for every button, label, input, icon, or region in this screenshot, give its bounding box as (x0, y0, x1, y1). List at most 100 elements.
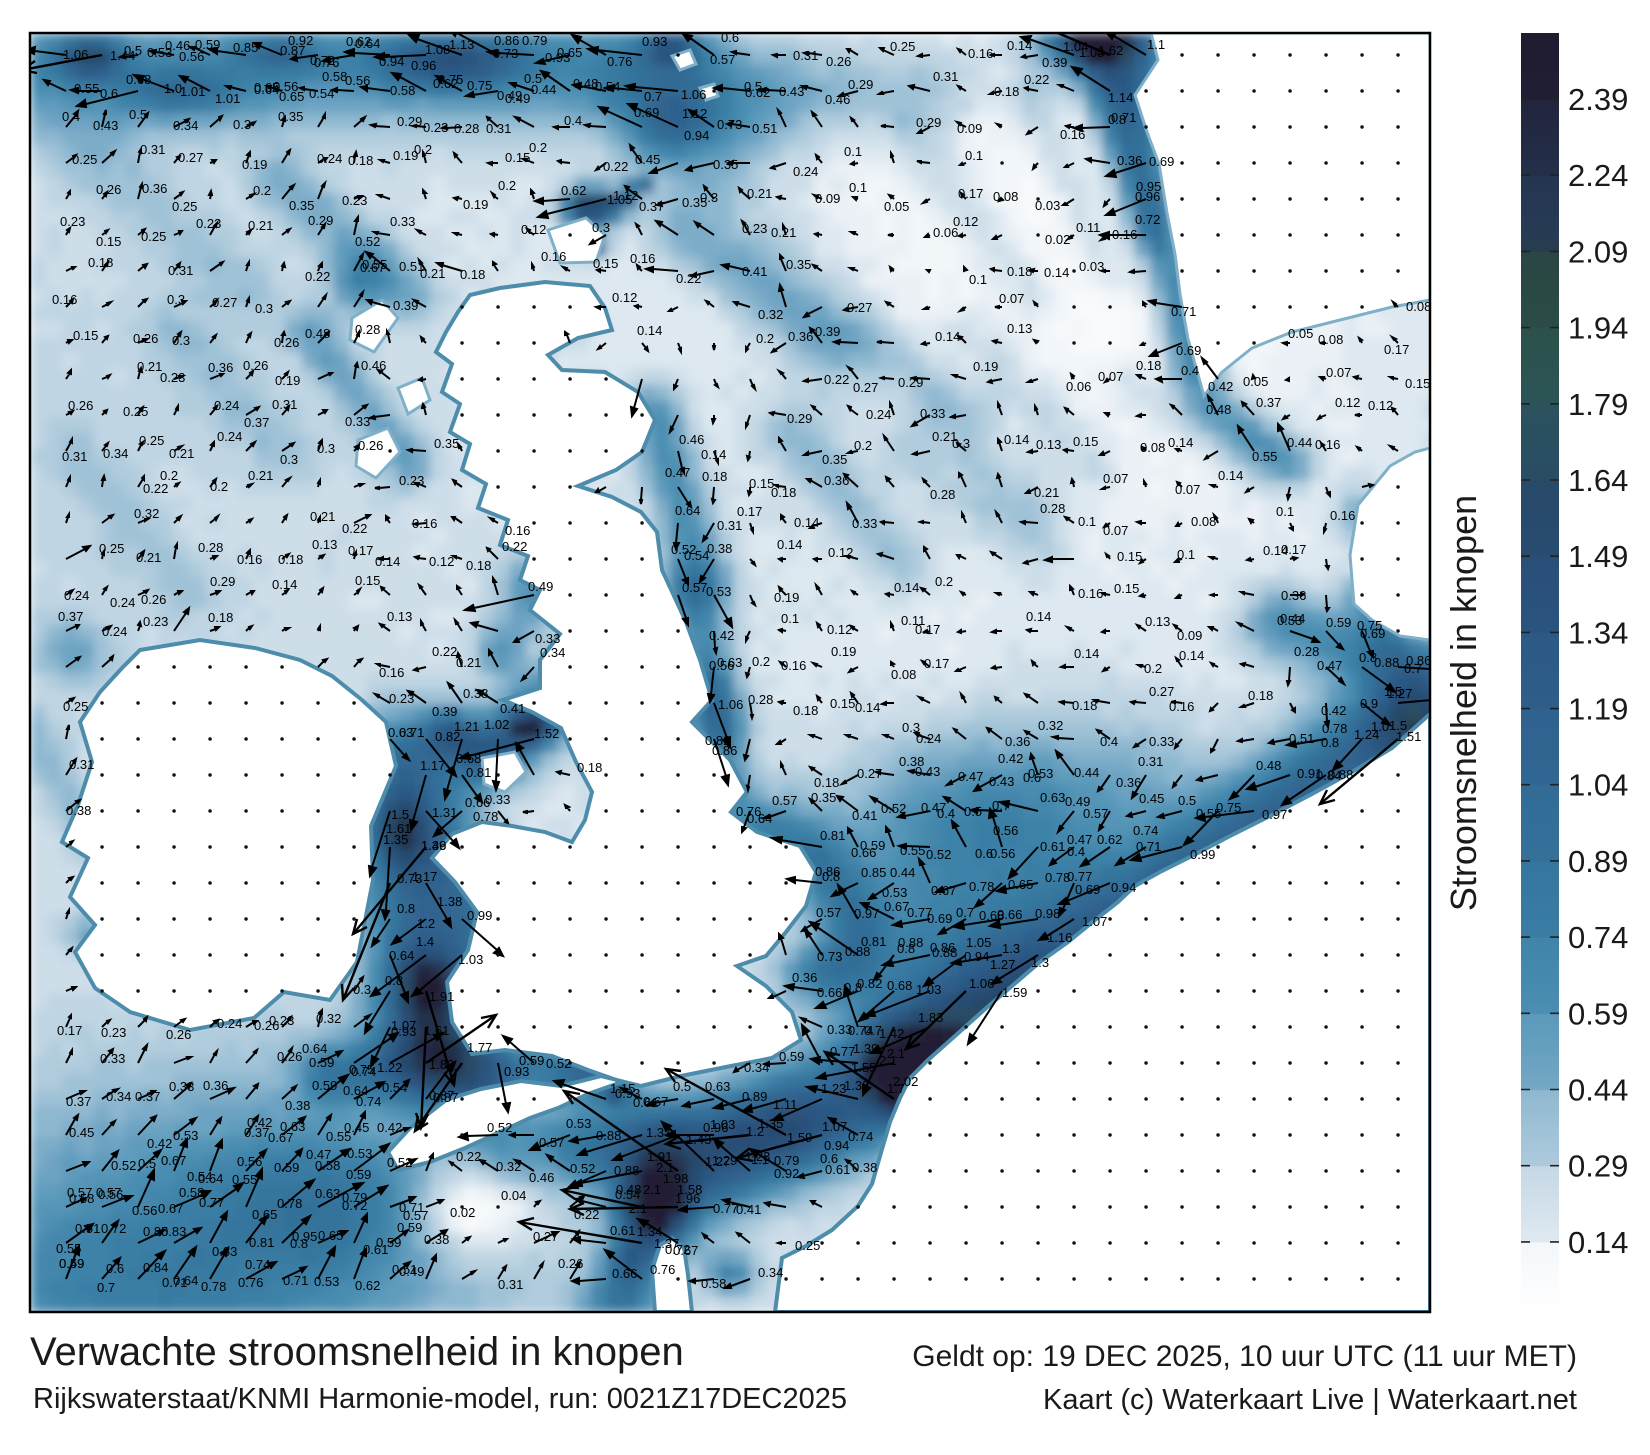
svg-text:0.67: 0.67 (158, 1201, 183, 1216)
svg-text:0.66: 0.66 (851, 845, 876, 860)
svg-text:0.5: 0.5 (138, 1156, 156, 1171)
svg-text:0.62: 0.62 (745, 85, 770, 100)
svg-text:0.22: 0.22 (305, 269, 330, 284)
svg-text:0.16: 0.16 (1060, 127, 1085, 142)
svg-text:0.19: 0.19 (774, 590, 799, 605)
svg-text:0.15: 0.15 (1114, 581, 1139, 596)
svg-text:0.49: 0.49 (528, 579, 553, 594)
svg-text:0.24: 0.24 (217, 1016, 242, 1031)
svg-text:0.04: 0.04 (501, 1188, 526, 1203)
svg-text:0.6: 0.6 (100, 86, 118, 101)
svg-text:0.5: 0.5 (129, 107, 147, 122)
svg-text:0.85: 0.85 (233, 40, 258, 55)
svg-text:1.36: 1.36 (421, 838, 446, 853)
svg-text:0.59: 0.59 (860, 838, 885, 853)
svg-text:0.15: 0.15 (1405, 376, 1430, 391)
svg-text:1.91: 1.91 (429, 989, 454, 1004)
svg-text:0.99: 0.99 (467, 908, 492, 923)
svg-text:0.33: 0.33 (100, 1051, 125, 1066)
svg-text:0.36: 0.36 (1117, 153, 1142, 168)
svg-text:0.54: 0.54 (309, 86, 334, 101)
svg-text:0.3: 0.3 (172, 333, 190, 348)
svg-text:0.37: 0.37 (135, 1089, 160, 1104)
svg-text:0.36: 0.36 (1005, 734, 1030, 749)
svg-text:0.64: 0.64 (675, 503, 700, 518)
svg-text:0.64: 0.64 (747, 811, 772, 826)
svg-text:0.7: 0.7 (992, 798, 1010, 813)
svg-text:0.33: 0.33 (390, 214, 415, 229)
svg-text:0.44: 0.44 (1074, 765, 1099, 780)
svg-text:0.8: 0.8 (397, 901, 415, 916)
svg-text:0.18: 0.18 (994, 84, 1019, 99)
svg-text:0.35: 0.35 (682, 195, 707, 210)
svg-text:1.2: 1.2 (417, 916, 435, 931)
svg-text:0.65: 0.65 (254, 80, 279, 95)
svg-text:0.28: 0.28 (930, 487, 955, 502)
svg-text:0.57: 0.57 (96, 1185, 121, 1200)
svg-text:0.7: 0.7 (97, 1280, 115, 1295)
svg-text:0.22: 0.22 (1024, 72, 1049, 87)
svg-text:1.64: 1.64 (1568, 463, 1628, 498)
svg-text:0.29: 0.29 (787, 411, 812, 426)
svg-text:0.8: 0.8 (290, 1236, 308, 1251)
svg-text:0.59: 0.59 (312, 1078, 337, 1093)
svg-text:0.15: 0.15 (830, 696, 855, 711)
svg-text:1.4: 1.4 (416, 934, 434, 949)
svg-text:0.13: 0.13 (1145, 614, 1170, 629)
svg-text:0.46: 0.46 (825, 92, 850, 107)
svg-text:0.38: 0.38 (66, 803, 91, 818)
svg-text:0.16: 0.16 (781, 658, 806, 673)
svg-text:0.21: 0.21 (456, 655, 481, 670)
svg-text:1.5: 1.5 (391, 807, 409, 822)
svg-text:1.19: 1.19 (1568, 692, 1628, 727)
svg-text:0.13: 0.13 (387, 609, 412, 624)
svg-text:1.08: 1.08 (425, 42, 450, 57)
svg-text:0.18: 0.18 (460, 267, 485, 282)
svg-text:0.25: 0.25 (72, 152, 97, 167)
svg-text:1.61: 1.61 (386, 821, 411, 836)
svg-text:0.13: 0.13 (1036, 437, 1061, 452)
svg-text:0.76: 0.76 (607, 54, 632, 69)
svg-text:1.96: 1.96 (675, 1191, 700, 1206)
svg-text:1.37: 1.37 (646, 1125, 671, 1140)
svg-text:1.1: 1.1 (751, 1152, 769, 1167)
svg-text:1.23: 1.23 (745, 1149, 770, 1164)
svg-text:0.62: 0.62 (561, 183, 586, 198)
svg-text:0.18: 0.18 (1072, 698, 1097, 713)
svg-text:1.35: 1.35 (758, 1116, 783, 1131)
svg-text:0.55: 0.55 (74, 81, 99, 96)
svg-text:1.61: 1.61 (424, 1023, 449, 1038)
svg-text:0.17: 0.17 (737, 504, 762, 519)
svg-text:0.35: 0.35 (278, 109, 303, 124)
svg-text:1.49: 1.49 (421, 838, 446, 853)
svg-text:0.16: 0.16 (412, 516, 437, 531)
svg-text:0.36: 0.36 (1281, 588, 1306, 603)
svg-text:0.54: 0.54 (595, 79, 620, 94)
svg-text:0.47: 0.47 (958, 769, 983, 784)
svg-text:0.55: 0.55 (362, 257, 387, 272)
svg-text:0.33: 0.33 (827, 1022, 852, 1037)
svg-text:0.36: 0.36 (788, 329, 813, 344)
svg-text:0.5: 0.5 (124, 43, 142, 58)
svg-text:0.58: 0.58 (315, 1158, 340, 1173)
svg-text:0.61: 0.61 (633, 1095, 658, 1110)
svg-text:0.53: 0.53 (147, 45, 172, 60)
svg-text:0.89: 0.89 (742, 1089, 767, 1104)
svg-text:0.94: 0.94 (964, 949, 989, 964)
svg-text:1.55: 1.55 (851, 1060, 876, 1075)
svg-text:0.08: 0.08 (993, 189, 1018, 204)
svg-text:0.4: 0.4 (1181, 363, 1199, 378)
svg-text:0.69: 0.69 (1176, 343, 1201, 358)
svg-text:0.12: 0.12 (521, 222, 546, 237)
svg-text:0.14: 0.14 (1074, 646, 1099, 661)
svg-text:0.92: 0.92 (774, 1166, 799, 1181)
svg-text:1.02: 1.02 (484, 717, 509, 732)
svg-text:0.34: 0.34 (540, 645, 565, 660)
svg-text:0.75: 0.75 (467, 78, 492, 93)
svg-text:2.1: 2.1 (643, 1182, 661, 1197)
svg-text:1.91: 1.91 (647, 1149, 672, 1164)
svg-text:0.37: 0.37 (58, 609, 83, 624)
svg-text:1.58: 1.58 (677, 1182, 702, 1197)
svg-text:0.65: 0.65 (318, 1228, 343, 1243)
svg-text:1.27: 1.27 (705, 1154, 730, 1169)
